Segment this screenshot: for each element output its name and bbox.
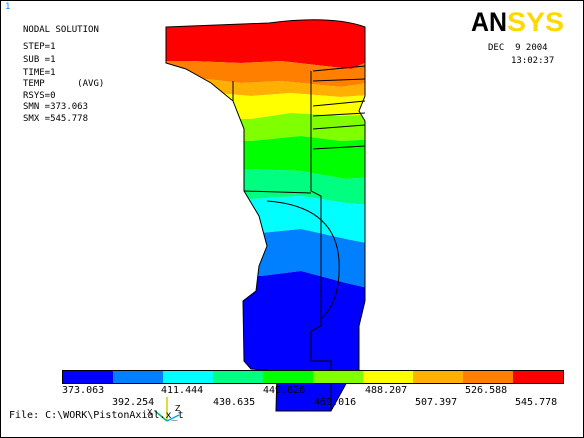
rsys-line: RSYS=0	[23, 91, 56, 101]
plot-time: 13:02:37	[511, 56, 555, 66]
band-dark-orange	[166, 56, 365, 87]
coordinate-triad: X Z	[147, 397, 181, 422]
legend-label-bottom-3: 469.016	[314, 397, 357, 408]
plot-date: DEC 9 2004	[488, 43, 548, 53]
legend-label-bottom-2: 430.635	[213, 397, 256, 408]
legend-swatch-7	[363, 371, 413, 383]
legend-swatch-8	[413, 371, 463, 383]
band-lime	[166, 113, 365, 141]
legend-label-bottom-4: 507.397	[415, 397, 458, 408]
legend-label-top-5: 526.588	[465, 385, 508, 396]
legend-label-bottom-1: 392.254	[112, 397, 155, 408]
legend-swatch-1	[63, 371, 113, 383]
triad-x-label: X	[147, 408, 153, 417]
window-number: 1	[5, 2, 11, 12]
step-line: STEP=1	[23, 42, 56, 52]
legend-swatch-5	[263, 371, 313, 383]
svg-text:SYS: SYS	[507, 9, 564, 35]
svg-text:AN: AN	[471, 9, 507, 35]
legend-swatch-4	[213, 371, 263, 383]
temp-line: TEMP (AVG)	[23, 79, 105, 89]
triad-z-label: Z	[175, 404, 181, 413]
legend-label-top-2: 411.444	[161, 385, 204, 396]
legend-label-top-4: 488.207	[365, 385, 408, 396]
legend-swatch-3	[163, 371, 213, 383]
legend-swatch-10	[513, 371, 563, 383]
legend-label-top-3: 449.826	[263, 385, 306, 396]
band-blue	[166, 271, 365, 412]
legend-swatch-9	[463, 371, 513, 383]
time-line: TIME=1	[23, 68, 56, 78]
ansys-logo: AN SYS	[471, 9, 564, 35]
file-path-label: File: C:\WORK\PistonAxial.x_t	[9, 410, 184, 421]
plot-title: NODAL SOLUTION	[23, 25, 99, 35]
legend-swatch-2	[113, 371, 163, 383]
legend-swatch-6	[313, 371, 363, 383]
legend-color-bar	[62, 370, 564, 384]
legend-label-top-1: 373.063	[62, 385, 105, 396]
smn-line: SMN =373.063	[23, 102, 89, 112]
legend-label-bottom-5: 545.778	[515, 397, 558, 408]
band-red	[166, 19, 365, 69]
smx-line: SMX =545.778	[23, 114, 89, 124]
sub-line: SUB =1	[23, 55, 56, 65]
